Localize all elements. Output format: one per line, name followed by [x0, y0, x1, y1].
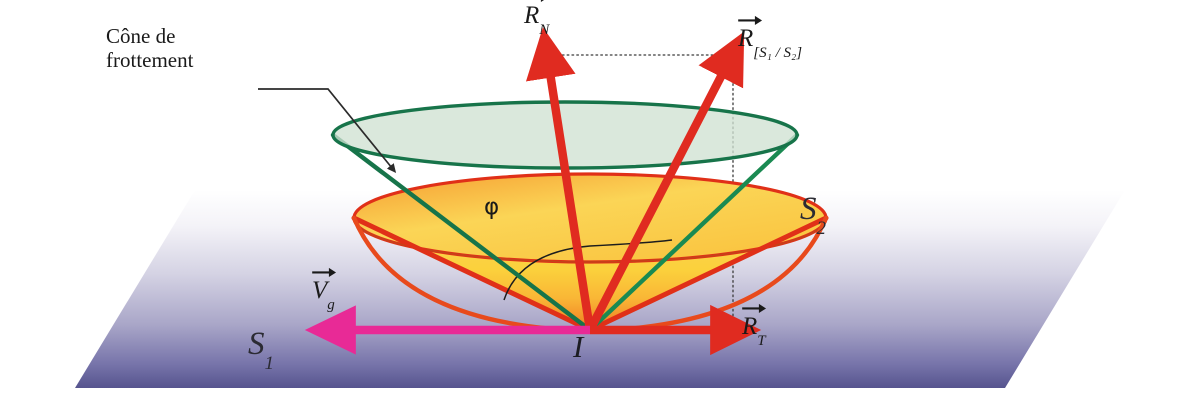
total-reaction-vector — [586, 31, 745, 332]
label-vg-subscript: g — [327, 297, 335, 313]
vector-arrow-accent-rt: R — [742, 304, 767, 341]
label-s1-subscript: 1 — [264, 352, 275, 374]
label-vg-base: V — [312, 277, 328, 304]
label-r-subscript: [S₁ / S₂] — [753, 45, 803, 61]
label-rt-base: R — [742, 313, 758, 340]
label-contact-point: I — [573, 329, 584, 364]
annotation-line-1: Cône de — [106, 24, 176, 48]
vector-arrow-accent-rn: R — [524, 0, 545, 30]
label-rn-subscript: N — [539, 22, 550, 38]
label-total-reaction: R [S₁ / S₂] — [738, 16, 802, 61]
label-tangential-reaction: R T — [742, 304, 767, 349]
annotation-cone-de-frottement: Cône de frottement — [106, 24, 194, 72]
label-surface-s2: S2 — [800, 191, 826, 239]
label-rn-base: R — [524, 2, 540, 29]
label-s2-subscript: 2 — [816, 217, 827, 239]
vector-arrow-accent-r: R — [738, 16, 763, 53]
label-angle-phi: φ — [484, 194, 500, 220]
label-s2-base: S — [800, 191, 817, 227]
force-cone-left-edge — [351, 215, 593, 333]
label-sliding-velocity: V g — [312, 268, 337, 313]
annotation-leader-line — [258, 88, 397, 174]
label-s1-base: S — [248, 326, 265, 362]
label-normal-reaction: R N — [524, 0, 549, 38]
label-surface-s1: S1 — [248, 326, 274, 374]
normal-reaction-vector — [525, 27, 595, 331]
friction-cone-right-edge — [587, 132, 800, 333]
force-cone-back-rim — [353, 217, 827, 263]
force-cone-right-edge — [587, 215, 829, 333]
annotation-line-2: frottement — [106, 47, 194, 72]
label-rt-subscript: T — [757, 333, 766, 349]
friction-cone-left-edge — [330, 132, 593, 333]
force-vectors — [525, 27, 762, 356]
label-r-base: R — [738, 25, 754, 52]
vector-arrow-accent-vg: V — [312, 268, 337, 305]
